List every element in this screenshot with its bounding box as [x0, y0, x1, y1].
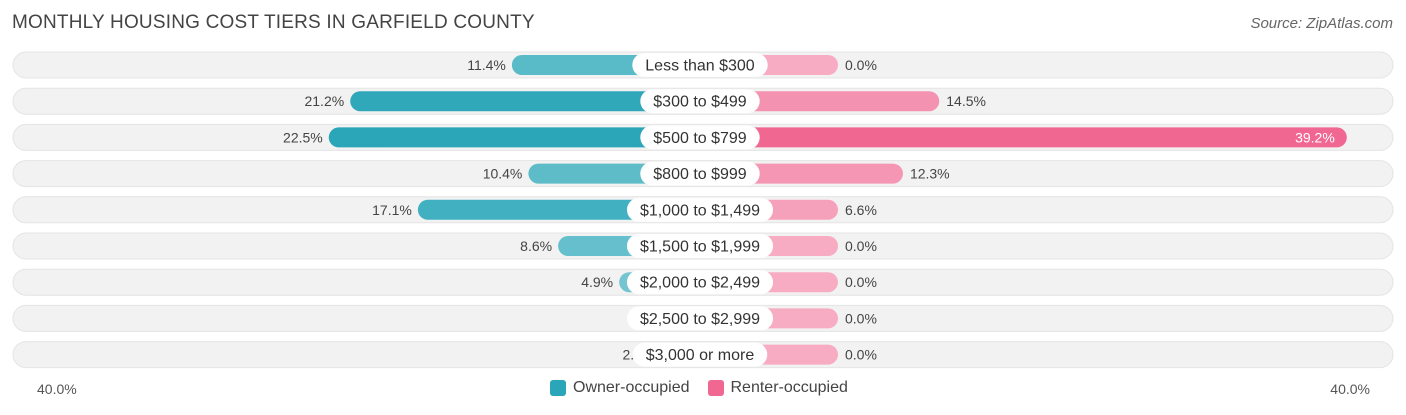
value-label-owner: 8.6%: [520, 238, 552, 254]
category-label-pill: [626, 234, 774, 258]
category-label-pill: [626, 306, 774, 331]
value-label-renter: 0.0%: [845, 238, 877, 254]
category-label-pill: [632, 53, 768, 77]
category-label-pill: [632, 342, 768, 367]
value-label-renter: 39.2%: [1295, 129, 1335, 145]
bar-owner: [350, 91, 700, 112]
value-label-owner: 4.9%: [581, 274, 613, 290]
value-label-owner: 17.1%: [372, 202, 412, 218]
legend-item-renter: Renter-occupied: [707, 379, 848, 397]
value-label-renter: 0.0%: [845, 57, 877, 73]
legend-label-renter: Renter-occupied: [730, 379, 848, 396]
value-label-renter: 14.5%: [946, 93, 986, 109]
category-label: Less than $300: [645, 58, 755, 75]
value-label-owner: 10.4%: [483, 166, 523, 182]
bar-renter: [700, 91, 940, 112]
category-label-pill: [640, 161, 760, 186]
category-label-pill: [626, 197, 774, 222]
category-label: $1,500 to $1,999: [640, 239, 760, 256]
category-label: $1,000 to $1,499: [640, 202, 760, 219]
diverging-bar-chart: 11.4% 0.0% Less than $300 21.2% 14.5% $300 to…: [12, 51, 1394, 369]
value-label-renter: 6.6%: [845, 202, 877, 218]
value-label-owner: 21.2%: [304, 93, 344, 109]
value-label-owner: 11.4%: [467, 57, 506, 73]
value-label-renter: 12.3%: [910, 166, 950, 182]
category-label: $800 to $999: [653, 166, 747, 183]
axis-label-left: 40.0%: [37, 381, 77, 397]
value-label-renter: 0.0%: [845, 347, 877, 363]
category-label: $300 to $499: [653, 94, 747, 111]
axis-label-right: 40.0%: [1330, 381, 1370, 397]
value-label-renter: 0.0%: [845, 310, 877, 326]
chart-title: MONTHLY HOUSING COST TIERS IN GARFIELD C…: [12, 12, 535, 33]
legend-item-owner: Owner-occupied: [550, 379, 690, 397]
chart-source: Source: ZipAtlas.com: [1250, 15, 1393, 32]
legend: Owner-occupied Renter-occupied: [550, 379, 866, 397]
category-label-pill: [640, 89, 760, 114]
legend-swatch-renter: [707, 380, 724, 396]
value-label-owner: 22.5%: [283, 129, 323, 145]
category-label: $2,000 to $2,499: [640, 275, 760, 292]
bar-renter: [700, 127, 1347, 148]
category-label-pill: [640, 125, 760, 150]
legend-label-owner: Owner-occupied: [573, 379, 690, 396]
category-label-pill: [626, 270, 774, 295]
bar-owner: [328, 127, 700, 148]
legend-swatch-owner: [550, 380, 566, 396]
category-label: $2,500 to $2,999: [640, 311, 760, 328]
value-label-renter: 0.0%: [845, 274, 877, 290]
category-label: $3,000 or more: [646, 347, 755, 364]
category-label: $500 to $799: [653, 130, 747, 147]
